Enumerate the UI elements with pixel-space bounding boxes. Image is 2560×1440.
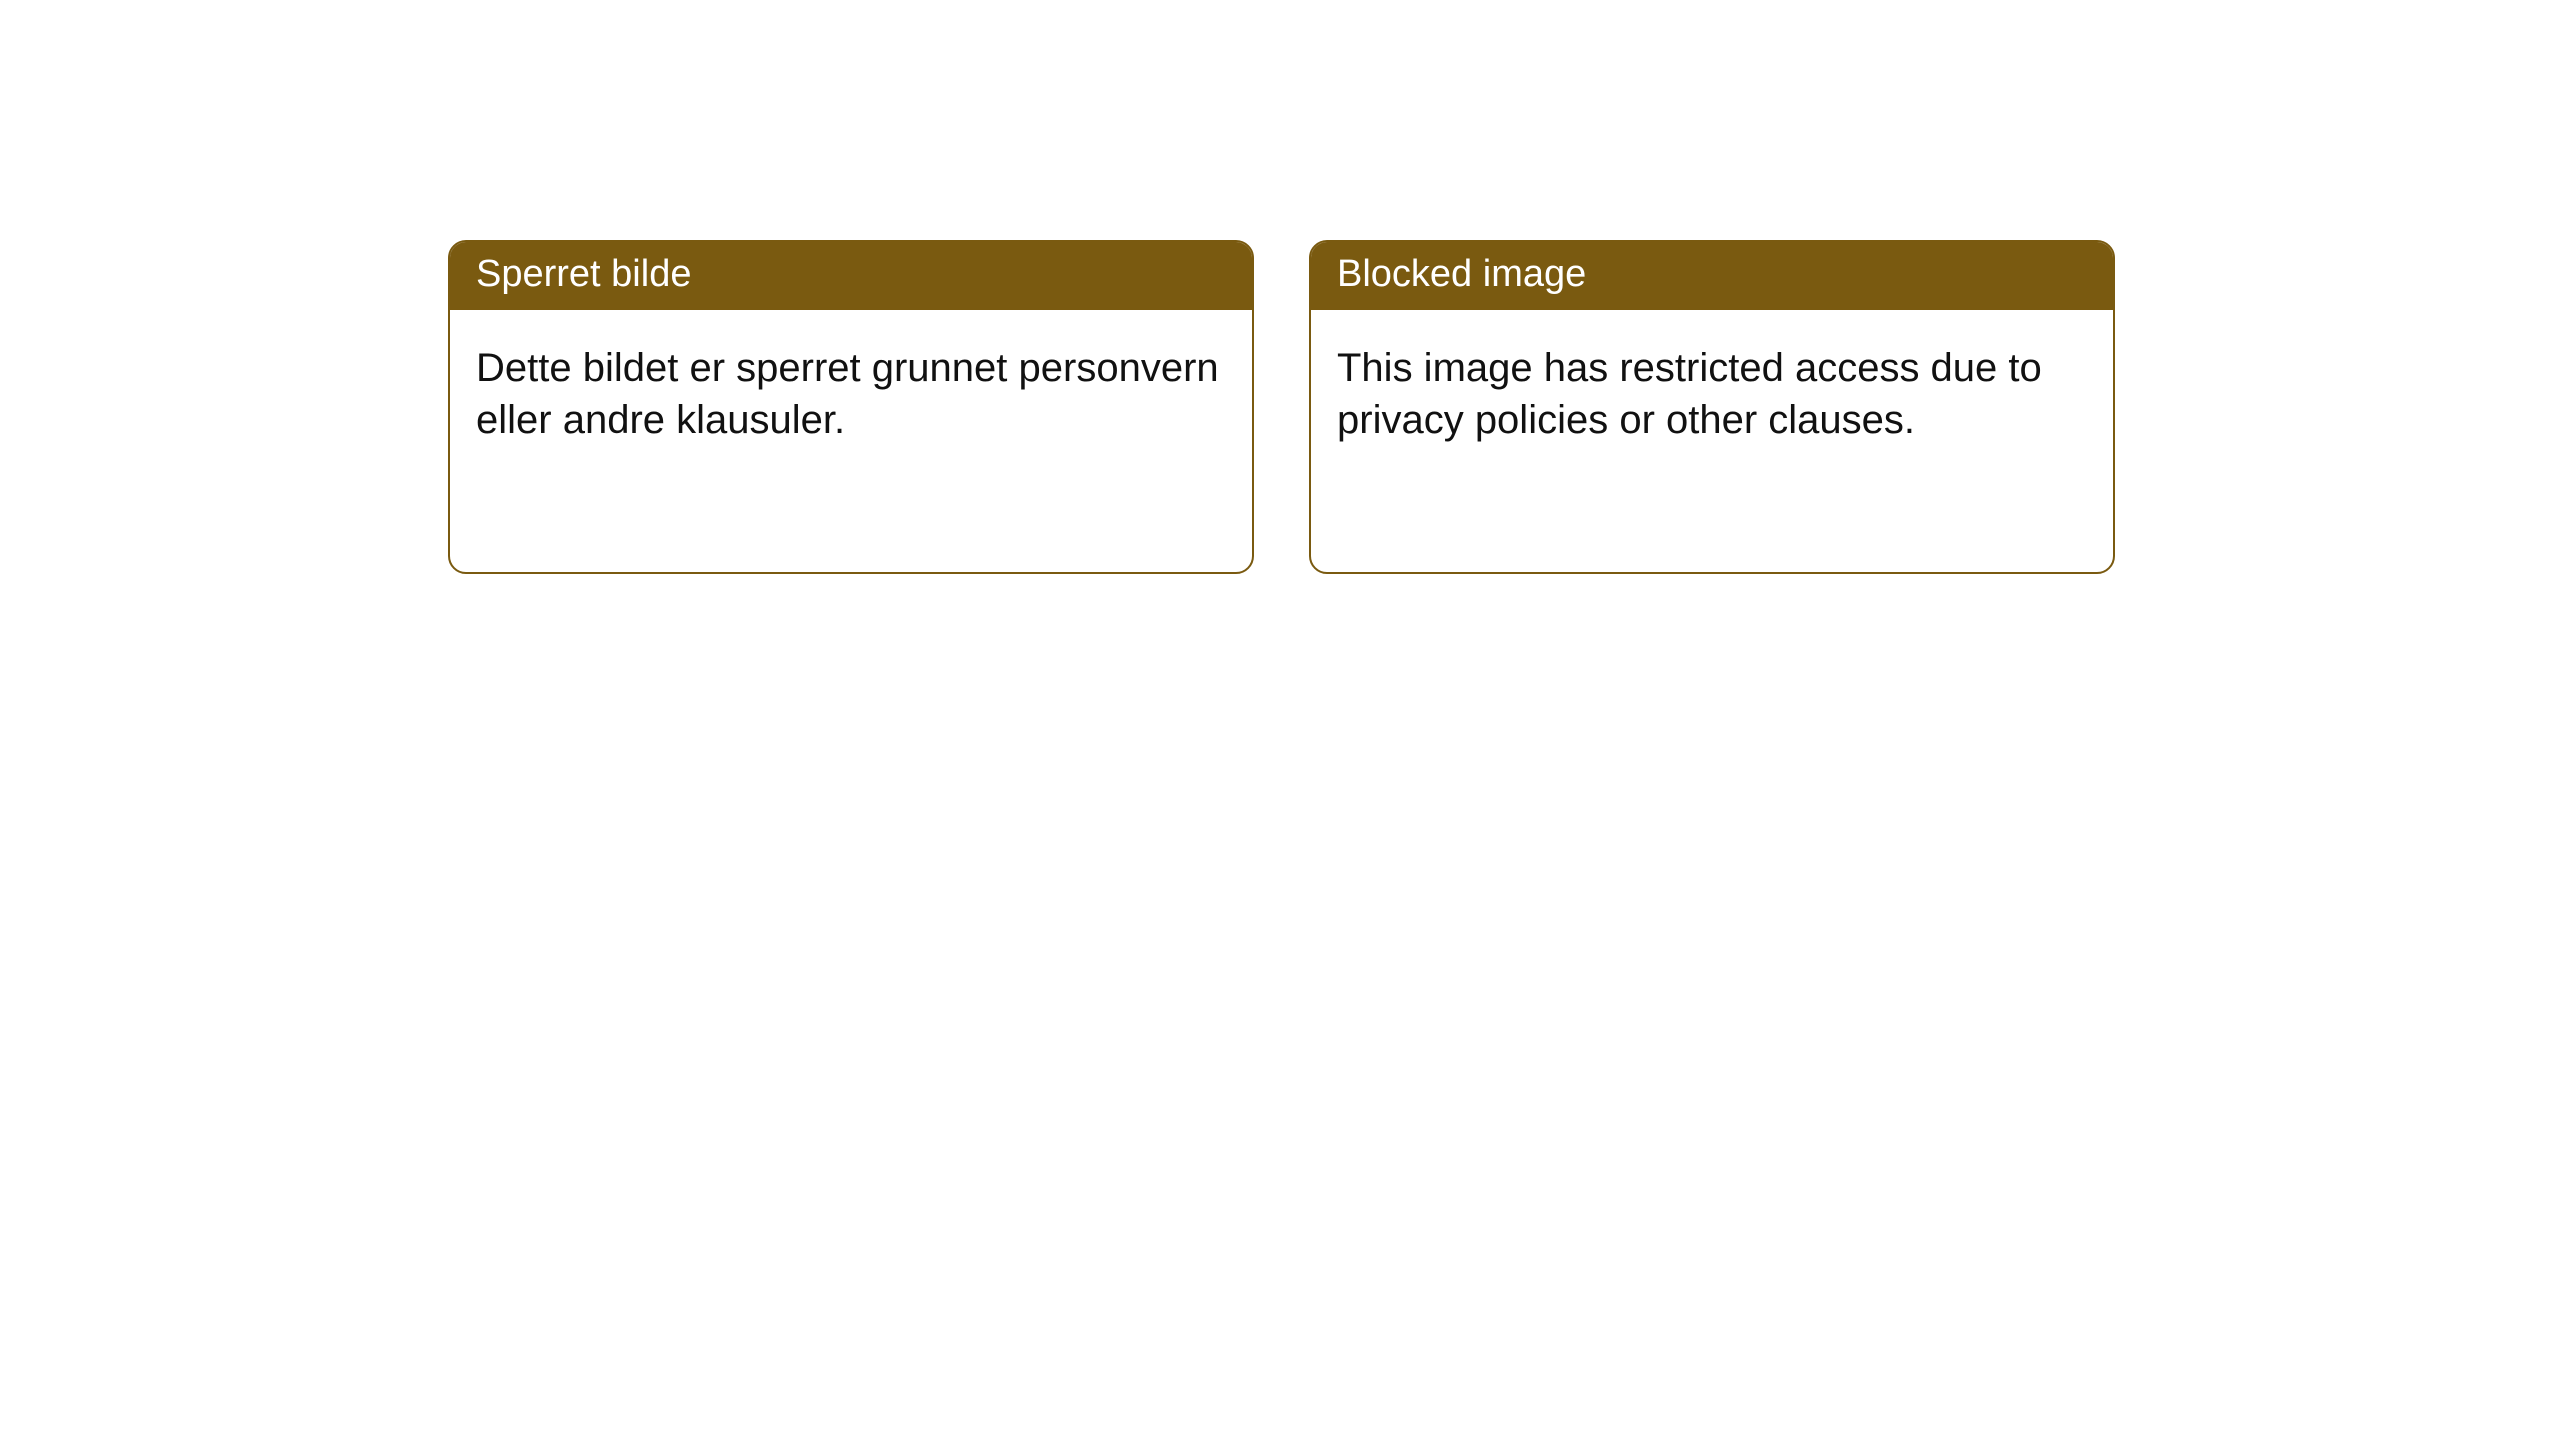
notice-body-no: Dette bildet er sperret grunnet personve… bbox=[450, 310, 1252, 472]
notice-card-en: Blocked image This image has restricted … bbox=[1309, 240, 2115, 574]
notice-container: Sperret bilde Dette bildet er sperret gr… bbox=[0, 0, 2560, 574]
notice-title-no: Sperret bilde bbox=[450, 242, 1252, 310]
notice-card-no: Sperret bilde Dette bildet er sperret gr… bbox=[448, 240, 1254, 574]
notice-body-en: This image has restricted access due to … bbox=[1311, 310, 2113, 472]
notice-title-en: Blocked image bbox=[1311, 242, 2113, 310]
